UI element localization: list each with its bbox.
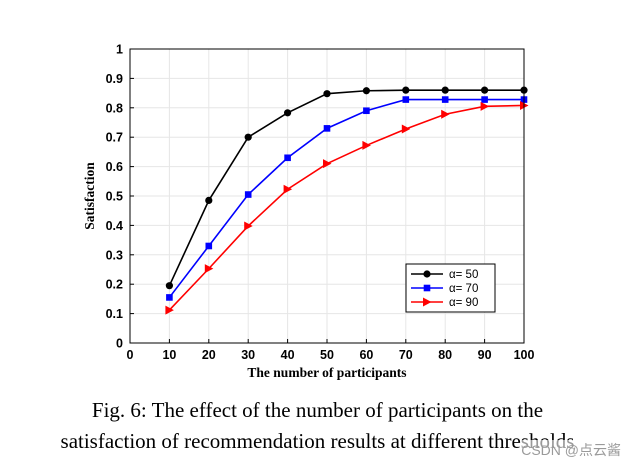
x-tick-label: 50 [320,348,334,362]
data-point [362,87,370,95]
data-point [166,294,173,301]
series-line [168,89,524,287]
data-point [441,109,450,119]
data-point [244,221,253,231]
y-tick-label: 0.7 [106,131,123,145]
legend-label: α= 50 [449,269,478,281]
legend: α= 50 α= 70 α= 90 [405,263,496,313]
x-tick-label: 0 [127,348,134,362]
data-point [323,159,332,169]
x-tick-label: 20 [202,348,216,362]
x-tick-label: 10 [162,348,176,362]
legend-label: α= 70 [449,283,478,295]
data-point [441,96,449,103]
x-tick-label: 60 [359,348,373,362]
data-point [401,124,411,134]
y-tick-label: 0.8 [106,101,123,115]
y-tick-label: 0.4 [106,219,123,233]
series-line [168,98,524,298]
legend-swatch-marker [423,284,431,292]
watermark: CSDN @点云酱 [521,440,621,460]
line-chart: 0 10 20 30 40 50 60 70 80 90 100 0 0.1 0.2 0.3 0.4 0.5 0.… [82,43,535,381]
data-point [402,96,410,103]
data-point [205,242,213,250]
x-tick-label: 100 [514,348,535,362]
x-tick-label: 90 [478,348,492,362]
y-tick-label: 1 [116,43,123,57]
figure-caption-line-1: Fig. 6: The effect of the number of part… [91,398,544,422]
series-1 [166,96,528,301]
data-point [204,264,214,274]
series-0 [165,86,528,290]
y-tick-label: 0.2 [106,278,123,292]
x-tick-label: 70 [399,348,413,362]
data-point [363,107,370,115]
data-point [284,109,292,117]
data-point [402,86,410,94]
series-line [168,104,525,311]
y-tick-label: 0.1 [106,307,123,321]
data-point [283,184,293,194]
data-point [244,191,252,198]
y-axis-label: Satisfaction [82,162,97,230]
data-point [481,86,489,94]
x-tick-label: 40 [281,348,295,362]
y-tick-label: 0.3 [106,248,123,262]
data-point [323,90,331,98]
series-layer [165,86,529,315]
legend-swatch-marker [423,270,431,278]
data-point [441,86,449,94]
data-point [205,196,213,205]
figure-caption-line-2: satisfaction of recommendation results a… [60,429,575,453]
legend-label: α= 90 [449,297,478,309]
data-point [323,125,331,132]
data-point [244,133,252,141]
x-axis-label: The number of participants [247,365,406,380]
data-point [165,282,173,290]
data-point [362,140,371,150]
y-tick-label: 0.6 [106,160,123,174]
series-2 [165,100,529,315]
data-point [481,96,488,103]
y-tick-label: 0.9 [106,72,123,86]
y-tick-label: 0.5 [106,190,123,204]
y-tick-label: 0 [116,337,123,351]
x-tick-label: 80 [438,348,452,362]
data-point [165,305,174,315]
data-point [480,101,490,111]
legend-swatch-marker [423,297,432,307]
data-point [284,154,291,162]
x-tick-label: 30 [241,348,255,362]
tick-labels: 0 10 20 30 40 50 60 70 80 90 100 0 0.1 0.2 0.3 0.4 0.5 0.… [106,43,535,363]
